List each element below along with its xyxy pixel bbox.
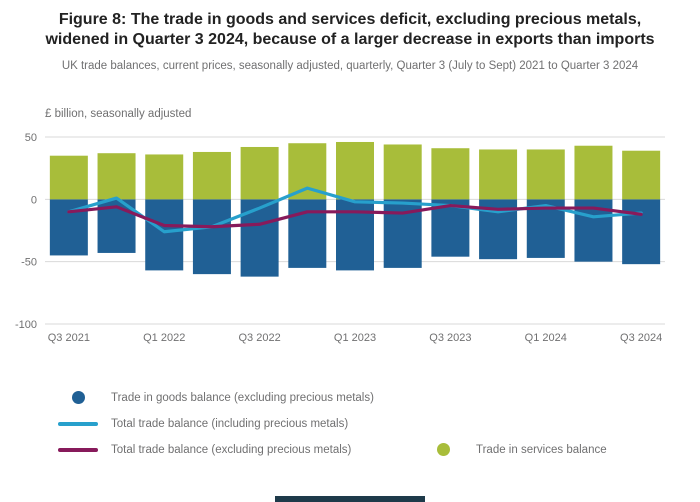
bar-segment[interactable]	[49, 155, 88, 200]
unit-label: £ billion, seasonally adjusted	[45, 107, 192, 120]
bar-segment[interactable]	[479, 149, 518, 200]
y-tick-label: 0	[31, 194, 37, 206]
figure-subtitle: UK trade balances, current prices, seaso…	[61, 59, 639, 72]
bar-segment[interactable]	[192, 199, 231, 275]
legend-row: Total trade balance (excluding precious …	[55, 437, 700, 463]
legend-circle-marker	[420, 443, 466, 457]
bottom-bar	[275, 496, 425, 502]
bar-segment[interactable]	[622, 199, 661, 265]
y-tick-label: -100	[15, 319, 37, 331]
bar-segment[interactable]	[288, 143, 327, 200]
legend-item[interactable]: Trade in goods balance (excluding precio…	[55, 391, 374, 405]
line-series[interactable]	[67, 186, 643, 234]
bar-segment[interactable]	[431, 148, 470, 200]
legend-row: Total trade balance (including precious …	[55, 411, 700, 437]
legend-label: Trade in services balance	[476, 443, 607, 456]
legend-label: Trade in goods balance (excluding precio…	[111, 391, 374, 404]
x-tick-label: Q1 2022	[143, 332, 185, 344]
x-tick-label: Q1 2024	[525, 332, 567, 344]
bar-segment[interactable]	[336, 199, 374, 271]
legend-item[interactable]: Total trade balance (excluding precious …	[55, 444, 420, 456]
y-tick-label: -50	[21, 257, 37, 269]
bar-segment[interactable]	[574, 145, 613, 200]
bar-segment[interactable]	[145, 154, 184, 200]
x-tick-label: Q3 2023	[429, 332, 471, 344]
legend-label: Total trade balance (including precious …	[111, 417, 349, 430]
legend-line-marker	[55, 421, 101, 426]
x-tick-label: Q3 2021	[48, 332, 90, 344]
bar-segment[interactable]	[97, 153, 136, 200]
bar-segment[interactable]	[383, 144, 422, 200]
x-tick-label: Q1 2023	[334, 332, 376, 344]
chart-area: 50 0 -50 -100 Q3 2021 Q1 2022 Q3 2022 Q1 2023 Q3…	[0, 124, 700, 359]
bar-segment[interactable]	[622, 150, 661, 200]
bar-segment[interactable]	[336, 141, 374, 200]
bar-segment[interactable]	[240, 146, 279, 200]
legend-label: Total trade balance (excluding precious …	[111, 443, 352, 456]
legend-row: Trade in goods balance (excluding precio…	[55, 385, 700, 411]
bar-segment[interactable]	[145, 199, 184, 271]
line-series[interactable]	[67, 203, 643, 229]
legend-circle-marker	[55, 391, 101, 405]
chart-canvas: 50 0 -50 -100 Q3 2021 Q1 2022 Q3 2022 Q1 2023 Q3…	[15, 132, 665, 344]
bar-segment[interactable]	[288, 199, 327, 268]
bar-segment[interactable]	[240, 199, 279, 277]
chart-legend: Trade in goods balance (excluding precio…	[0, 385, 700, 463]
bar-segment[interactable]	[526, 149, 565, 200]
x-tick-label: Q3 2024	[620, 332, 662, 344]
bar-segment[interactable]	[192, 151, 231, 200]
figure-title: Figure 8: The trade in goods and service…	[45, 11, 655, 49]
y-tick-label: 50	[25, 132, 37, 144]
legend-line-marker	[55, 447, 101, 452]
x-tick-label: Q3 2022	[239, 332, 281, 344]
legend-item[interactable]: Trade in services balance	[420, 443, 607, 457]
legend-item[interactable]: Total trade balance (including precious …	[55, 418, 348, 430]
